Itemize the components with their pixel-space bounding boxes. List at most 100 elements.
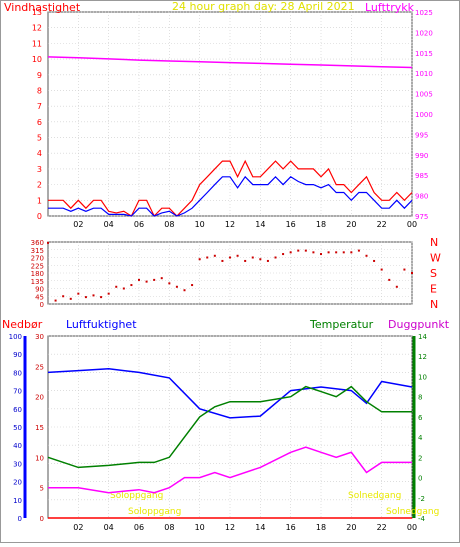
dir-point [251, 256, 254, 259]
humidity-label: Luftfuktighet [66, 318, 137, 331]
dir-point [282, 253, 285, 256]
y-right-tick-label: 980 [415, 193, 428, 201]
dir-point [168, 282, 171, 285]
dir-point [100, 296, 103, 299]
y-hum-tick-label: 10 [35, 454, 44, 462]
y-left-tick-label: 2 [37, 181, 42, 190]
y-left-tick-label: 10 [32, 55, 42, 64]
y-dir-tick-label: 45 [35, 293, 44, 301]
dir-point [229, 256, 231, 259]
series-line [47, 368, 413, 419]
x-tick-label: 06 [134, 220, 144, 229]
x-tick-label: 20 [346, 523, 356, 532]
series-line [47, 56, 413, 69]
temperature-label: Temperatur [309, 318, 374, 331]
y-left-tick-label: 5 [37, 134, 42, 143]
y-temp-tick-label: 0 [418, 475, 422, 483]
series-line [48, 159, 413, 218]
dir-point [122, 287, 125, 290]
y-rain-tick-label: 0 [18, 515, 22, 523]
dir-point [84, 296, 87, 299]
dir-point [327, 251, 330, 254]
dir-label: N [430, 236, 438, 249]
y-right-tick-label: 1005 [415, 91, 433, 99]
dir-point [92, 294, 95, 297]
y-left-tick-label: 13 [32, 8, 42, 17]
dir-point [320, 253, 322, 256]
y-rain-tick-label: 80 [13, 369, 22, 377]
dir-label: S [430, 267, 437, 280]
series-line [48, 175, 413, 217]
y-rain-tick-label: 40 [13, 442, 22, 450]
dir-point [130, 284, 133, 287]
dir-label: W [430, 252, 441, 265]
y-left-tick-label: 12 [32, 24, 42, 33]
y-dir-tick-label: 180 [31, 270, 44, 278]
dir-point [115, 285, 118, 288]
y-temp-tick-label: 8 [418, 394, 422, 402]
x-tick-label: 18 [316, 220, 326, 229]
y-temp-tick-label: -4 [418, 515, 426, 523]
y-dir-tick-label: 270 [31, 255, 44, 263]
dir-point [54, 299, 57, 302]
y-dir-tick-label: 0 [40, 301, 44, 309]
x-tick-label: 16 [286, 220, 296, 229]
y-temp-tick-label: -2 [418, 495, 425, 503]
x-tick-label: 20 [346, 220, 356, 229]
dir-point [47, 241, 49, 244]
y-hum-tick-label: 30 [35, 333, 44, 341]
y-rain-tick-label: 60 [13, 406, 22, 414]
y-right-tick-label: 975 [415, 213, 428, 221]
dir-point [365, 254, 368, 257]
y-dir-tick-label: 90 [35, 286, 44, 294]
dir-point [175, 285, 178, 288]
y-right-tick-label: 1020 [415, 29, 433, 37]
series-line [47, 385, 412, 469]
y-left-tick-label: 4 [37, 149, 42, 158]
y-left-tick-label: 8 [37, 86, 42, 95]
y-dir-tick-label: 360 [31, 239, 44, 247]
wind-speed-label: Vindhastighet [4, 1, 81, 14]
x-tick-label: 10 [195, 220, 205, 229]
dir-point [145, 280, 148, 283]
x-tick-label: 12 [225, 523, 235, 532]
dir-point [183, 289, 186, 292]
dir-point [259, 258, 262, 261]
y-temp-tick-label: 14 [418, 333, 427, 341]
y-hum-tick-label: 20 [35, 394, 44, 402]
y-right-tick-label: 990 [415, 152, 428, 160]
dir-point [350, 251, 353, 254]
dir-point [411, 272, 413, 274]
dir-point [138, 278, 140, 281]
y-rain-tick-label: 90 [13, 351, 22, 359]
dir-point [312, 251, 315, 254]
y-right-tick-label: 1025 [415, 9, 433, 17]
sunrise-time: Soloppgang [128, 507, 181, 517]
x-tick-label: 14 [255, 220, 265, 229]
pressure-label: Lufttrykk [365, 1, 415, 14]
dir-point [266, 259, 269, 262]
sunset-time: Solnedgang [386, 507, 439, 517]
x-tick-label: 04 [104, 220, 114, 229]
y-left-tick-label: 3 [37, 165, 42, 174]
dir-point [69, 297, 72, 300]
x-tick-label: 12 [225, 220, 235, 229]
dir-label: E [430, 283, 437, 296]
y-rain-tick-label: 50 [13, 424, 22, 432]
dir-point [62, 295, 65, 298]
chart-title: 24 hour graph day: 28 April 2021 [172, 0, 355, 13]
x-tick-label: 14 [255, 523, 265, 532]
y-rain-tick-label: 100 [9, 333, 22, 341]
dir-point [289, 251, 292, 254]
y-temp-tick-label: 10 [418, 373, 427, 381]
x-tick-label: 00 [407, 220, 417, 229]
dir-point [107, 292, 110, 295]
y-temp-tick-label: 6 [418, 414, 423, 422]
y-left-tick-label: 0 [37, 212, 42, 221]
rain-label: Nedbør [2, 318, 43, 331]
sunset-label: Solnedgang [348, 491, 401, 501]
x-tick-label: 16 [286, 523, 296, 532]
x-tick-label: 22 [377, 523, 387, 532]
dir-label: N [430, 298, 438, 311]
